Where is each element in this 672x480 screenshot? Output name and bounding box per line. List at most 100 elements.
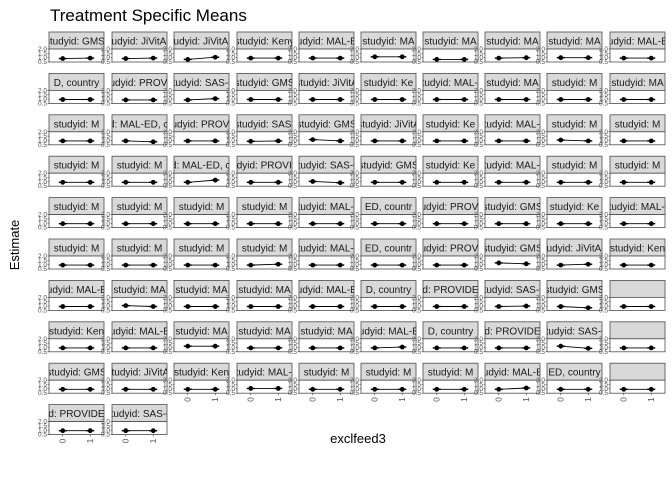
y-tick-label: 2.0 [599, 170, 608, 177]
y-tick-label: 1.0 [599, 220, 608, 227]
y-tick-label: 1.0 [163, 386, 172, 393]
data-point [248, 138, 254, 144]
y-tick-label: 1.0 [412, 220, 421, 227]
y-tick-label: 1.0 [226, 220, 235, 227]
y-tick-label: 1.0 [226, 179, 235, 186]
facet-plot-area [111, 338, 168, 353]
facet-panel: studyid: M 0.51.01.52.0 [38, 155, 105, 190]
facet-strip-label: studyid: MAL-E [604, 202, 672, 213]
y-tick-label: 1.5 [474, 216, 483, 223]
facet-strip-label: studyid: JiVitA [357, 119, 420, 130]
y-tick-label: 1.0 [38, 55, 47, 62]
y-tick-label: 2.0 [226, 253, 235, 260]
data-point [337, 304, 343, 309]
facet-strip-label: studyid: M [552, 161, 598, 172]
y-tick-label: 1.5 [163, 340, 172, 347]
y-tick-label: 1.0 [288, 220, 297, 227]
data-point [621, 138, 627, 144]
data-point [310, 386, 316, 392]
facet-strip-label: studyid: JiVitA-4 [166, 37, 238, 48]
data-point [212, 221, 218, 227]
y-tick-label: 0.5 [350, 307, 359, 314]
y-tick-label: 2.0 [101, 336, 110, 343]
y-tick-label: 1.5 [163, 175, 172, 182]
facet-plot-area [48, 421, 105, 436]
y-tick-label: 1.5 [101, 50, 110, 57]
facet-plot-area [360, 338, 417, 353]
y-tick-label: 1.0 [38, 303, 47, 310]
facet-panel: studyid: MAL-E0.51.01.52.0 [474, 114, 541, 149]
y-tick-label: 1.0 [536, 303, 545, 310]
y-tick-label: 2.0 [536, 46, 545, 53]
y-tick-label: 0.5 [350, 225, 359, 232]
y-tick-label: 1.0 [38, 262, 47, 269]
y-tick-label: 1.5 [350, 92, 359, 99]
y-tick-label: 2.0 [350, 170, 359, 177]
y-tick-label: 1.5 [101, 133, 110, 140]
y-tick-label: 2.0 [226, 336, 235, 343]
y-tick-label: 0.5 [101, 390, 110, 397]
facet-plot-area [173, 255, 230, 270]
y-tick-label: 1.0 [412, 179, 421, 186]
y-tick-label: 0.5 [599, 225, 608, 232]
facet-plot-area [236, 255, 293, 270]
facet-strip-label: D, country [54, 78, 100, 89]
data-point [60, 179, 66, 185]
facet-panel: D, country 0.51.01.52.0 [412, 321, 479, 356]
facet-plot-area [546, 379, 603, 394]
data-point [496, 345, 502, 351]
y-tick-label: 0.5 [101, 59, 110, 66]
y-tick-label: 0.5 [101, 432, 110, 439]
data-point [310, 55, 316, 61]
data-point [185, 304, 191, 309]
facet-strip-label: studyid: M [615, 119, 661, 130]
facet-plot-area [298, 90, 355, 104]
data-point [60, 97, 66, 102]
facet-strip-label: studyid: PROVIDE [223, 161, 306, 172]
y-tick-label: 2.0 [350, 87, 359, 94]
facet-panel: studyid: JiVitA-0.51.01.52.0 [101, 362, 168, 397]
data-point [310, 345, 316, 351]
data-point [496, 55, 502, 61]
data-point [275, 386, 281, 391]
facet-plot-area [609, 90, 666, 104]
y-tick-label: 1.5 [599, 92, 608, 99]
y-tick-label: 1.0 [412, 262, 421, 269]
facet-plot-area [111, 131, 168, 146]
data-point [496, 138, 502, 144]
facet-strip-label: studyid: MA [486, 78, 539, 89]
chart-title: Treatment Specific Means [50, 6, 247, 25]
facet-strip-label: studyid: MAL-ED [475, 368, 550, 379]
y-tick-label: 1.5 [599, 216, 608, 223]
data-point [87, 221, 93, 227]
facet-strip-label: studyid: MA [548, 37, 601, 48]
y-tick-label: 1.5 [288, 257, 297, 264]
y-tick-label: 1.5 [350, 257, 359, 264]
y-tick-label: 1.0 [350, 96, 359, 103]
y-tick-label: 1.5 [599, 257, 608, 264]
facet-strip-label: studyid: M [117, 161, 163, 172]
ci-segment [125, 305, 154, 307]
data-point [558, 137, 564, 143]
y-tick-label: 2.0 [350, 129, 359, 136]
y-tick-label: 2.0 [101, 419, 110, 426]
facet-strip-label: studyid: M [428, 368, 474, 379]
facet-strip-label: d: PROVIDE [484, 326, 540, 337]
y-tick-label: 2.0 [101, 253, 110, 260]
facet-strip-label: studyid: MAL-E [417, 78, 485, 89]
y-tick-label: 2.0 [38, 294, 47, 301]
data-point [212, 96, 218, 102]
y-tick-label: 2.0 [412, 170, 421, 177]
y-tick-label: 1.0 [536, 386, 545, 393]
facet-plot-area [546, 172, 603, 187]
facet-strip-label: studyid: JiVitA-3 [539, 244, 611, 255]
y-tick-label: 2.0 [226, 46, 235, 53]
y-tick-label: 1.5 [226, 175, 235, 182]
y-tick-label: 1.5 [412, 50, 421, 57]
y-tick-label: 0.5 [350, 183, 359, 190]
